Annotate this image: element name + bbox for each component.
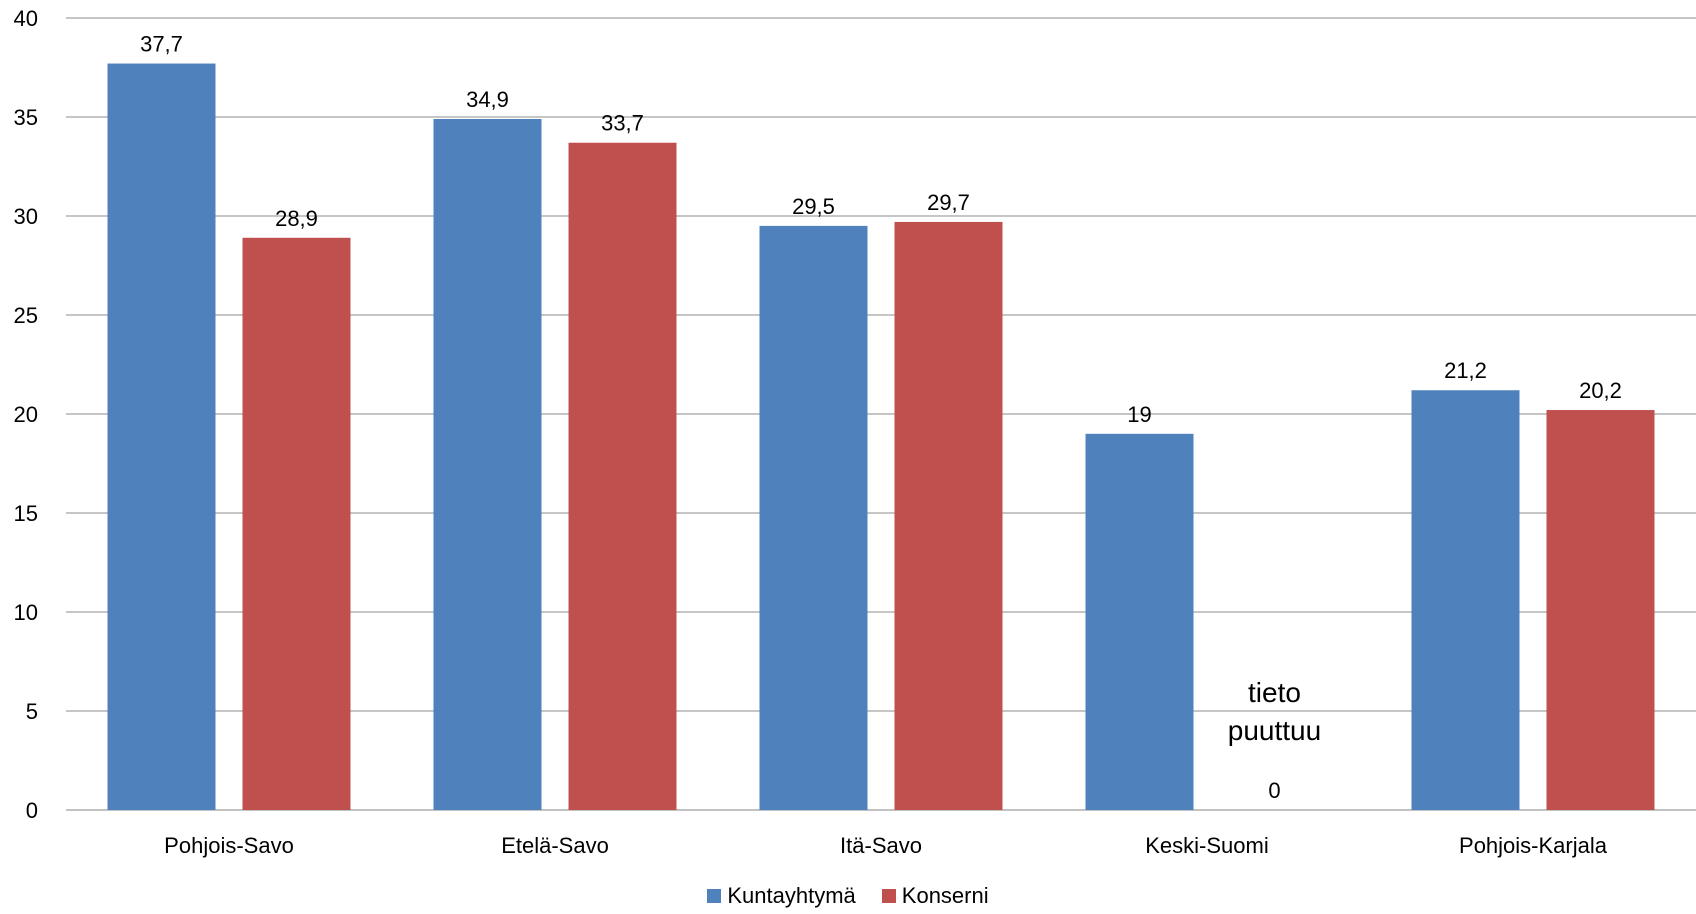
category-label: Pohjois-Savo [164, 833, 294, 858]
bars [107, 63, 1655, 811]
y-tick-label: 35 [14, 105, 38, 130]
bar-kuntayhtym- [107, 63, 216, 811]
category-label: Pohjois-Karjala [1459, 833, 1608, 858]
data-label: 20,2 [1579, 378, 1622, 403]
legend-swatch [881, 889, 896, 903]
data-label: 28,9 [275, 206, 318, 231]
legend-label: Kuntayhtymä [727, 883, 856, 908]
y-tick-label: 20 [14, 402, 38, 427]
bar-kuntayhtym- [1411, 390, 1520, 810]
y-tick-label: 30 [14, 204, 38, 229]
missing-data-note: puuttuu [1228, 715, 1321, 746]
bar-konserni [1546, 410, 1655, 810]
y-tick-label: 40 [14, 6, 38, 31]
data-label: 19 [1127, 402, 1151, 427]
data-label: 37,7 [140, 32, 183, 57]
category-labels: Pohjois-Savo Etelä-Savo Itä-Savo Keski-Suom… [164, 833, 1608, 858]
bar-konserni [568, 142, 677, 811]
bar-kuntayhtym- [759, 225, 868, 810]
data-label: 21,2 [1444, 358, 1487, 383]
legend-swatch [707, 889, 722, 903]
bar-kuntayhtym- [1085, 433, 1194, 810]
category-label: Etelä-Savo [501, 833, 609, 858]
legend-label: Konserni [901, 883, 989, 908]
bar-kuntayhtym- [433, 118, 542, 811]
y-tick-label: 15 [14, 501, 38, 526]
data-label: 0 [1268, 778, 1280, 803]
data-label: 29,7 [927, 190, 970, 215]
legend-item: Kuntayhtymä [707, 883, 856, 909]
y-tick-label: 5 [26, 699, 38, 724]
category-label: Keski-Suomi [1145, 833, 1268, 858]
y-axis-ticks: 0 5 10 15 20 25 30 35 40 [14, 6, 38, 823]
y-tick-label: 0 [26, 798, 38, 823]
y-tick-label: 10 [14, 600, 38, 625]
data-labels: 37,7 28,9 34,9 33,7 29,5 29,7 19 0 21,2 20,2 [140, 32, 1622, 803]
data-label: 33,7 [601, 111, 644, 136]
y-tick-label: 25 [14, 303, 38, 328]
category-label: Itä-Savo [840, 833, 922, 858]
annotations: tieto puuttuu [1228, 677, 1321, 746]
data-label: 29,5 [792, 194, 835, 219]
bar-konserni [242, 237, 351, 810]
legend-item: Konserni [881, 883, 989, 909]
data-label: 34,9 [466, 87, 509, 112]
legend: Kuntayhtymä Konserni [0, 883, 1696, 909]
bar-konserni [894, 221, 1003, 810]
missing-data-note: tieto [1248, 677, 1301, 708]
